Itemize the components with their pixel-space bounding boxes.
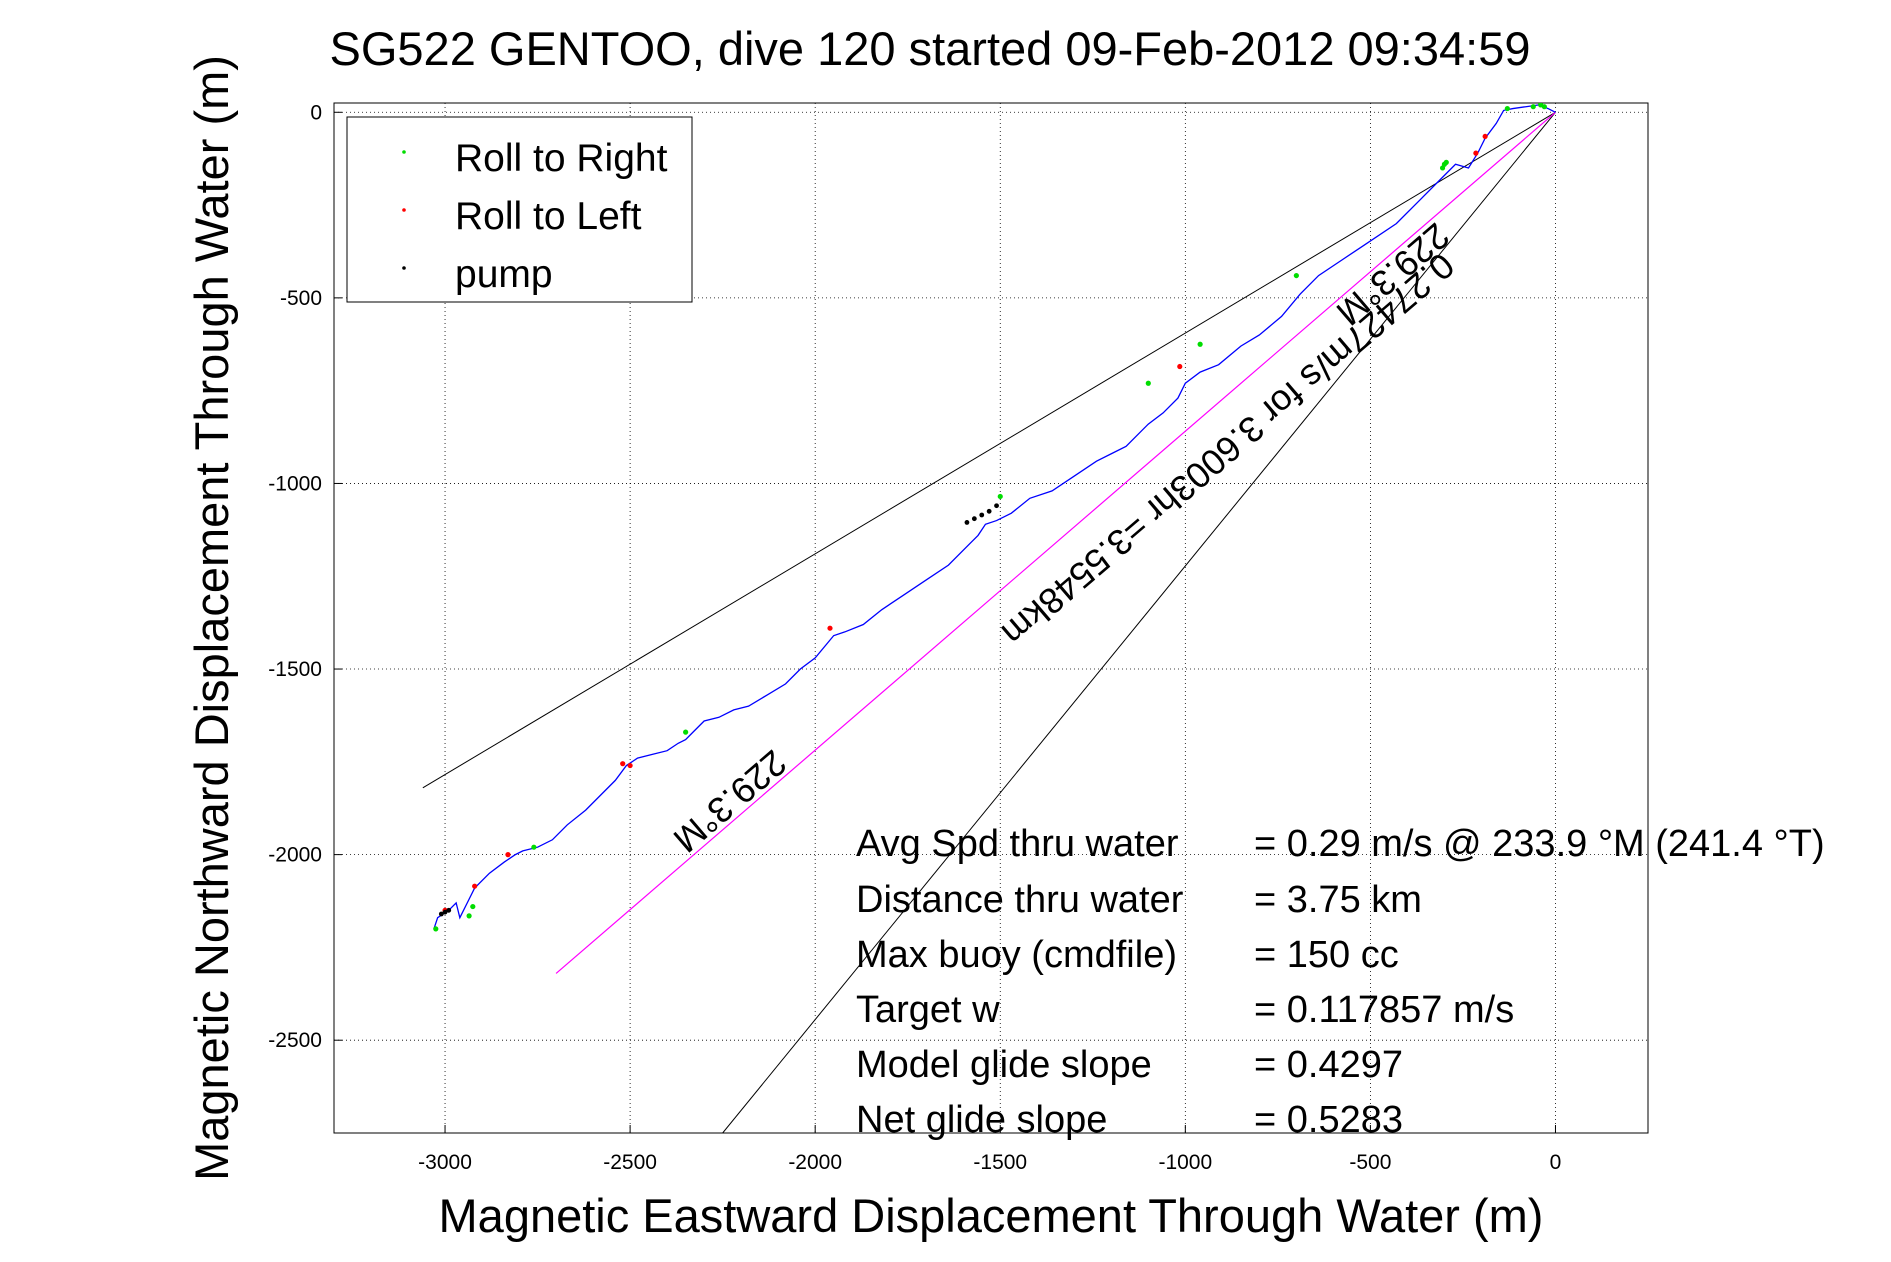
envelope-line [722,111,1556,1133]
stats-block: Avg Spd thru water = 0.29 m/s @ 233.9 °M… [856,823,1825,1141]
stat-value-net-glide: = 0.5283 [1254,1099,1403,1141]
stat-label-avg-speed: Avg Spd thru water [856,823,1179,865]
stat-label-max-buoy: Max buoy (cmdfile) [856,934,1177,976]
legend-marker-roll-left [402,208,406,212]
roll-right-point [683,729,689,735]
y-tick-label: -2000 [268,844,322,867]
course-line [555,111,1556,974]
roll-right-point [1293,272,1299,279]
x-tick-label: -2000 [788,1151,842,1174]
roll-left-point [1177,363,1183,370]
roll-left-point [620,761,626,767]
y-tick-label: -2500 [268,1029,322,1052]
x-axis-label: Magnetic Eastward Displacement Through W… [439,1189,1544,1242]
x-tick-label: -3000 [418,1151,472,1174]
stat-label-model-glide: Model glide slope [856,1044,1152,1086]
y-axis-label: Magnetic Northward Displacement Through … [185,55,238,1181]
x-tick-label: 0 [1550,1151,1562,1174]
roll-left-point [1482,133,1488,140]
roll-left-point [627,762,633,769]
roll-right-point [1439,165,1446,171]
stat-value-target-w: = 0.117857 m/s [1254,989,1514,1031]
axis-ticks: -3000 -2500 -2000 -1500 -1000 -500 0 0 -500 -1000… [268,101,1561,1174]
roll-right-point [531,844,537,850]
y-tick-label: -1500 [268,658,322,681]
stat-value-avg-speed: = 0.29 m/s @ 233.9 °M (241.4 °T) [1254,823,1825,865]
pump-point [979,512,985,518]
pump-point [986,508,992,514]
legend-label-pump: pump [455,253,553,296]
pump-point [442,909,448,915]
roll-right-point [1530,104,1536,110]
grid-lines [334,103,1648,1133]
roll-left-point [472,883,478,889]
x-tick-label: -500 [1349,1151,1391,1174]
legend-label-roll-right: Roll to Right [455,137,668,180]
roll-left-point [1473,150,1479,156]
pump-point [994,503,999,509]
stat-value-distance: = 3.75 km [1254,879,1422,921]
roll-right-point [433,926,439,932]
pump-point [438,911,444,917]
legend: Roll to Right Roll to Left pump [346,116,693,303]
pump-point [971,516,977,522]
y-tick-label: -500 [280,287,322,310]
stat-label-distance: Distance thru water [856,879,1184,921]
markers [433,103,1547,932]
roll-left-point [505,852,511,858]
envelope-lines [422,111,1556,1133]
roll-right-point [1145,380,1151,386]
roll-right-point [470,903,476,910]
envelope-line [422,111,1556,789]
stat-value-model-glide: = 0.4297 [1254,1044,1403,1086]
x-tick-label: -2500 [603,1151,657,1174]
legend-marker-roll-right [402,150,406,154]
roll-right-point [466,913,472,919]
track-line [433,104,1556,930]
roll-left-point [827,625,833,631]
legend-label-roll-left: Roll to Left [455,195,642,238]
stat-label-net-glide: Net glide slope [856,1099,1107,1141]
roll-right-point [1504,105,1510,112]
chart-title: SG522 GENTOO, dive 120 started 09-Feb-20… [330,22,1531,75]
stat-value-max-buoy: = 150 cc [1254,934,1399,976]
roll-right-point [1538,103,1544,108]
pump-point [964,520,970,525]
y-tick-label: 0 [310,101,322,124]
x-tick-label: -1500 [973,1151,1027,1174]
x-tick-label: -1000 [1158,1151,1212,1174]
roll-right-point [1197,341,1203,347]
roll-right-point [997,493,1003,500]
y-tick-label: -1000 [268,472,322,495]
legend-marker-pump [402,266,406,270]
stat-label-target-w: Target w [856,989,1000,1031]
pump-point [446,907,452,913]
